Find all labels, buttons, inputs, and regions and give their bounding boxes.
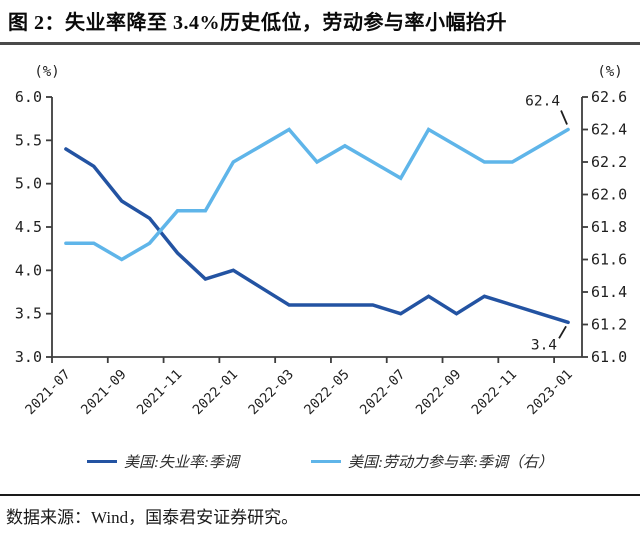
left-axis-tick-label: 5.5 [15,131,42,149]
unemployment-line-swatch [87,459,117,464]
x-axis-tick-label: 2022-07 [357,367,409,419]
legend-item-unemployment: 美国:失业率:季调 [87,451,239,472]
right-axis-tick-label: 61.0 [591,348,627,366]
legend: 美国:失业率:季调 美国:劳动力参与率:季调（右） [0,451,640,472]
left-axis-tick-label: 5.0 [15,175,42,193]
right-axis-tick-label: 61.6 [591,251,627,269]
source-note: 数据来源：Wind，国泰君安证券研究。 [6,508,299,527]
left-axis-tick-label: 3.5 [15,305,42,323]
x-axis-tick-label: 2022-03 [245,367,297,419]
right-axis-tick-label: 62.6 [591,88,627,106]
data-point-label: 3.4 [531,337,557,353]
x-axis-tick-label: 2021-07 [22,367,74,419]
title-divider [0,42,640,45]
participation-line [64,127,570,262]
right-axis-tick-label: 62.4 [591,121,627,139]
legend-item-participation: 美国:劳动力参与率:季调（右） [311,451,553,472]
right-axis-unit-label: (%) [597,64,622,80]
x-axis-tick-label: 2022-05 [301,367,353,419]
axes [46,96,588,363]
source-divider [0,494,640,496]
data-point-label: 62.4 [525,94,560,110]
participation-legend-label: 美国:劳动力参与率:季调（右） [348,455,553,471]
unemployment-legend-label: 美国:失业率:季调 [124,455,239,471]
x-axis-tick-label: 2022-09 [413,367,465,419]
annotation-leader-line [560,110,568,125]
x-axis-tick-label: 2021-11 [134,367,186,419]
annotation-leader-line [558,325,567,339]
participation-line-swatch [311,459,341,464]
right-axis-tick-label: 61.4 [591,283,627,301]
x-axis-tick-label: 2021-09 [78,367,130,419]
x-axis-tick-label: 2022-11 [469,367,521,419]
unemployment-line [64,147,570,325]
chart-title: 图 2：失业率降至 3.4%历史低位，劳动参与率小幅抬升 [8,12,507,34]
right-axis-tick-label: 62.2 [591,153,627,171]
right-axis-tick-label: 62.0 [591,186,627,204]
dual-axis-line-chart: 6.0 5.5 5.0 4.5 4.0 3.5 3.0 62.6 62.4 62.2 62.0 61.… [15,64,627,419]
left-axis-unit-label: (%) [34,64,59,80]
right-axis-tick-label: 61.2 [591,316,627,334]
left-axis-tick-label: 3.0 [15,348,42,366]
left-axis-tick-label: 4.5 [15,218,42,236]
x-axis-tick-label: 2022-01 [190,367,242,419]
left-axis-tick-label: 6.0 [15,88,42,106]
right-axis-tick-label: 61.8 [591,218,627,236]
x-axis-tick-label: 2023-01 [524,367,576,419]
left-axis-tick-label: 4.0 [15,261,42,279]
